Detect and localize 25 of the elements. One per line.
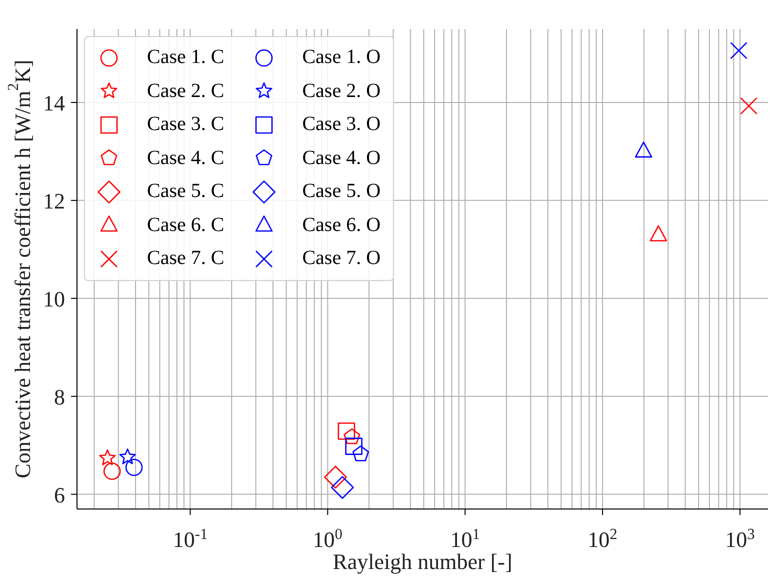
x-tick-label: 10$^{0}$ bbox=[312, 526, 343, 552]
x-axis-title: Rayleigh number [-] bbox=[332, 549, 512, 574]
legend-label: Case 5. O bbox=[302, 180, 381, 204]
legend-label: Case 7. O bbox=[302, 247, 381, 270]
y-tick-label: 12 bbox=[43, 188, 65, 214]
legend-label: Case 7. C bbox=[147, 247, 224, 270]
x-tick-label: 10$^{-1}$ bbox=[172, 526, 208, 552]
legend-label: Case 4. O bbox=[302, 146, 381, 170]
y-tick-label: 8 bbox=[54, 384, 65, 410]
legend-label: Case 3. O bbox=[302, 113, 381, 136]
legend-label: Case 5. C bbox=[147, 180, 224, 204]
legend-label: Case 1. C bbox=[147, 46, 224, 70]
legend-label: Case 2. O bbox=[302, 80, 381, 103]
legend-label: Case 6. O bbox=[302, 214, 381, 237]
legend-label: Case 1. O bbox=[302, 46, 381, 70]
legend-label: Case 6. C bbox=[147, 214, 224, 237]
y-tick-label: 6 bbox=[54, 482, 65, 508]
y-tick-label: 10 bbox=[43, 286, 65, 312]
y-tick-label: 14 bbox=[43, 90, 65, 116]
x-tick-label: 10$^{3}$ bbox=[725, 526, 756, 552]
legend-label: Case 4. C bbox=[147, 146, 224, 170]
x-tick-label: 10$^{1}$ bbox=[450, 526, 480, 552]
x-tick-label: 10$^{2}$ bbox=[588, 526, 618, 552]
legend-label: Case 2. C bbox=[147, 80, 224, 103]
legend-label: Case 3. C bbox=[147, 113, 224, 136]
